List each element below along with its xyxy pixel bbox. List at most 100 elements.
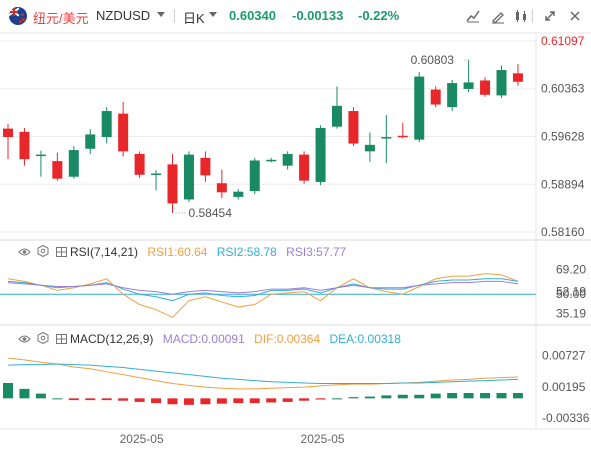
- draw-icon[interactable]: [489, 7, 507, 25]
- rsi-line-3: [7, 280, 519, 295]
- candle-body: [85, 134, 96, 149]
- macd-y-tick-label: -0.00336: [542, 411, 590, 425]
- candle-body: [52, 161, 63, 179]
- macd-y-tick-label: 0.00727: [542, 348, 586, 362]
- candle-body: [397, 135, 408, 138]
- candle-body: [348, 111, 359, 144]
- macd-bar: [35, 393, 46, 399]
- candle-body: [266, 159, 277, 162]
- rsi3-value: RSI3:57.77: [286, 245, 347, 259]
- y-tick-label: 0.59628: [541, 130, 585, 144]
- indicator-icon[interactable]: [464, 7, 482, 25]
- candle-body: [19, 131, 30, 160]
- macd-bar: [183, 398, 194, 405]
- macd-settings-icon[interactable]: [37, 331, 49, 347]
- macd-bar: [3, 382, 13, 399]
- candle-body: [512, 73, 523, 82]
- x-tick-label: 2025-05: [120, 432, 164, 446]
- macd-menu-icon[interactable]: [56, 333, 67, 347]
- macd-bar: [364, 396, 375, 399]
- macd-bar: [233, 398, 244, 404]
- compare-icon[interactable]: [512, 7, 530, 25]
- rsi-y-tick-label: 69.20: [556, 262, 586, 276]
- macd-bar: [299, 398, 310, 401]
- macd-bar: [463, 393, 474, 399]
- close-icon[interactable]: [566, 7, 584, 25]
- macd-bar: [151, 398, 162, 404]
- macd-bar: [68, 398, 79, 401]
- price-change: -0.00133: [292, 8, 344, 23]
- macd-bar: [496, 393, 507, 399]
- annotation-high-label: 0.60803: [411, 53, 455, 67]
- timeframe-selector[interactable]: 日K: [183, 11, 205, 26]
- dif-line: [7, 357, 518, 390]
- candle-body: [216, 183, 227, 193]
- rsi-line-2: [7, 278, 519, 302]
- candle-body: [35, 154, 46, 157]
- rsi-title: RSI(7,14,21): [70, 245, 139, 259]
- dif-value: DIF:0.00364: [254, 332, 321, 346]
- macd-bar: [249, 398, 260, 404]
- macd-bar: [266, 398, 277, 403]
- macd-bar: [282, 398, 293, 402]
- macd-bar: [19, 388, 30, 399]
- rsi-line-1: [7, 273, 519, 319]
- rsi-y-tick-label: 50.00: [556, 287, 586, 301]
- candle-body: [496, 70, 507, 96]
- candle-body: [463, 82, 474, 89]
- rsi-eye-icon[interactable]: [18, 246, 31, 260]
- candle-body: [332, 105, 342, 127]
- divider: [174, 9, 175, 23]
- candle-body: [447, 83, 458, 108]
- macd-bar: [397, 394, 408, 399]
- dea-line: [7, 363, 518, 385]
- rsi-settings-icon[interactable]: [37, 244, 49, 260]
- candle-body: [249, 160, 260, 192]
- candle-body: [282, 153, 293, 166]
- pair-name-cn[interactable]: 纽元/美元: [33, 11, 89, 26]
- rsi-y-tick-label: 52.19: [556, 284, 586, 298]
- chart-header: 纽元/美元 NZDUSD 日K 0.60340 -0.00133 -0.22%: [0, 0, 591, 32]
- y-tick-label: 0.61097: [541, 34, 585, 48]
- last-price: 0.60340: [229, 8, 276, 23]
- macd-bar: [216, 398, 227, 404]
- macd-title: MACD(12,26,9): [70, 332, 154, 346]
- candle-body: [183, 154, 194, 200]
- macd-bar: [381, 395, 392, 399]
- rsi2-value: RSI2:58.78: [216, 245, 277, 259]
- candle-body: [167, 164, 178, 204]
- candle-body: [3, 128, 13, 138]
- macd-bar: [332, 398, 342, 400]
- y-tick-label: 0.58160: [541, 225, 585, 239]
- chevron-down-icon[interactable]: [157, 12, 165, 17]
- y-tick-label: 0.60363: [541, 82, 585, 96]
- candle-body: [315, 127, 326, 182]
- candle-body: [68, 150, 79, 177]
- y-tick-label: 0.58894: [541, 177, 585, 191]
- macd-bar: [348, 397, 359, 399]
- candle-body: [151, 173, 162, 175]
- candle-body: [101, 111, 112, 138]
- candle-body: [200, 157, 211, 176]
- divider: [532, 9, 533, 23]
- candle-body: [364, 144, 375, 152]
- candle-body: [480, 80, 491, 95]
- candle-body: [414, 76, 425, 140]
- macd-bar: [167, 398, 178, 405]
- candle-body: [299, 154, 310, 181]
- rsi-menu-icon[interactable]: [56, 246, 67, 260]
- macd-bar: [52, 398, 63, 400]
- fullscreen-icon[interactable]: [541, 7, 559, 25]
- dea-value: DEA:0.00318: [329, 332, 401, 346]
- chevron-down-icon[interactable]: [209, 12, 217, 17]
- macd-value: MACD:0.00091: [162, 332, 245, 346]
- macd-bar: [118, 398, 129, 401]
- pair-symbol[interactable]: NZDUSD: [96, 8, 151, 23]
- candle-body: [381, 137, 392, 139]
- rsi-y-tick-label: 35.19: [556, 306, 586, 320]
- macd-eye-icon[interactable]: [18, 333, 31, 347]
- macd-bar: [512, 393, 523, 399]
- macd-bar: [85, 398, 96, 401]
- price-change-pct: -0.22%: [358, 8, 400, 23]
